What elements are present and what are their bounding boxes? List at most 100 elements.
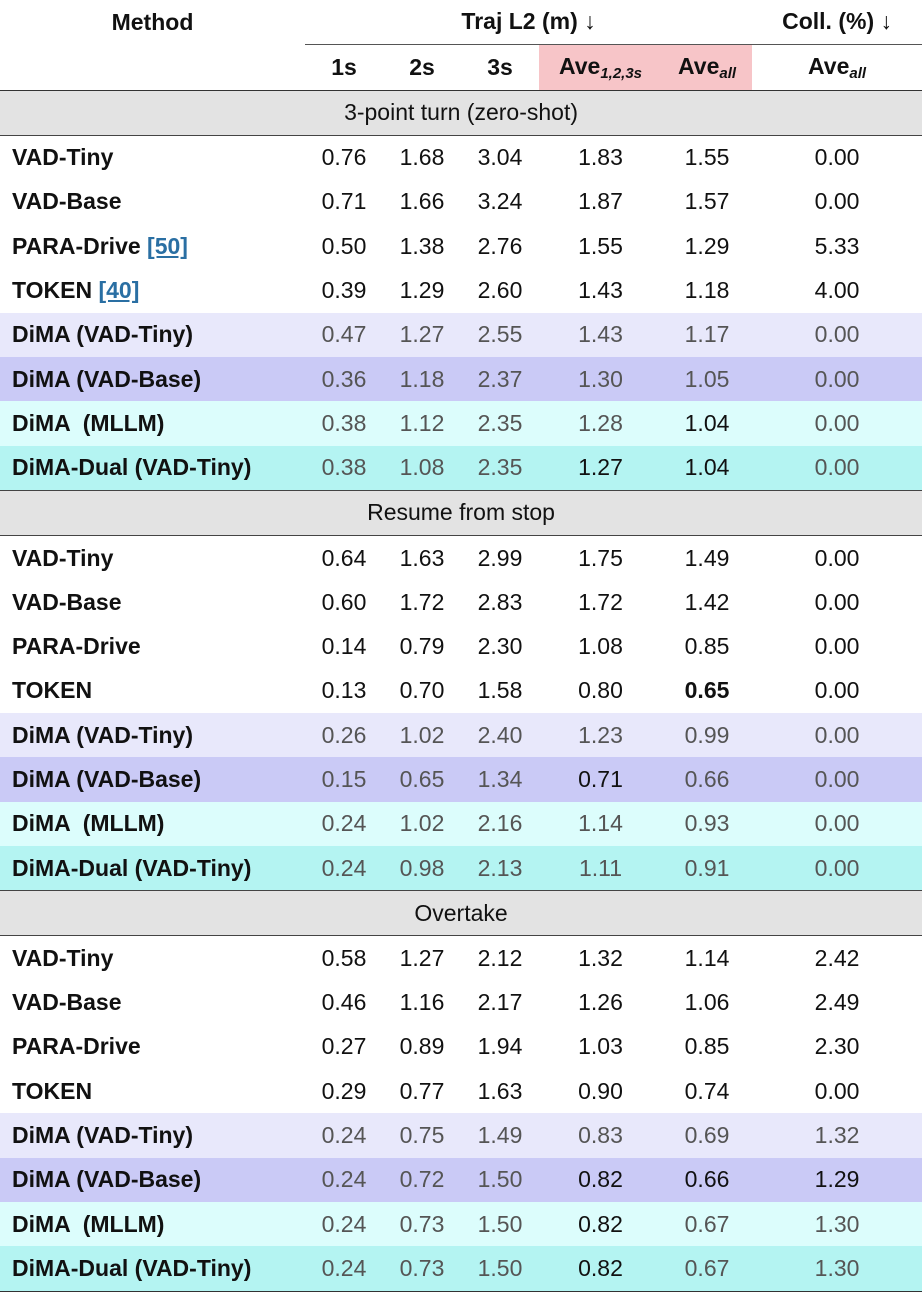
method-cell: DiMA (MLLM)	[0, 401, 305, 445]
method-cell: VAD-Base	[0, 180, 305, 224]
value-cell: 0.85	[684, 633, 730, 660]
value-cell: 0.00	[814, 188, 860, 215]
value-cell: 1.72	[399, 588, 445, 615]
value-cell: 1.58	[477, 677, 523, 704]
column-label: Ave	[678, 52, 720, 79]
column-header: Aveall	[752, 44, 922, 90]
value-cell: 0.76	[321, 144, 367, 171]
method-cell: PARA-Drive	[0, 624, 305, 668]
citation[interactable]: [50]	[147, 232, 188, 259]
value-cell: 1.63	[399, 544, 445, 571]
value-cell: 1.17	[684, 321, 730, 348]
method-name: VAD-Tiny	[12, 544, 114, 571]
data-row: PARA-Drive 0.14 0.79 2.30 1.08 0.85 0.00	[0, 624, 922, 668]
value-cell: 2.83	[477, 588, 523, 615]
value-cell: 0.89	[399, 1033, 445, 1060]
section-title: Resume from stop	[0, 489, 922, 536]
data-row: VAD-Tiny 0.64 1.63 2.99 1.75 1.49 0.00	[0, 535, 922, 580]
value-cell: 0.00	[814, 454, 860, 481]
method-name: DiMA (VAD-Base)	[12, 766, 202, 792]
column-header: Aveall	[662, 44, 753, 90]
value-cell: 1.32	[814, 1122, 860, 1149]
method-name: DiMA (VAD-Base)	[12, 365, 202, 392]
value-cell: 0.99	[684, 721, 730, 748]
data-row: TOKEN 0.29 0.77 1.63 0.90 0.74 0.00	[0, 1069, 922, 1113]
value-cell: 0.90	[578, 1077, 623, 1104]
value-cell: 1.72	[578, 588, 623, 615]
method-name: DiMA (VAD-Base)	[12, 1166, 202, 1193]
value-cell: 0.24	[321, 1122, 367, 1149]
method-cell: DiMA (VAD-Base)	[0, 757, 305, 801]
value-cell: 0.66	[684, 1166, 730, 1193]
citation[interactable]: [40]	[98, 277, 140, 304]
data-row: VAD-Base 0.71 1.66 3.24 1.87 1.57 0.00	[0, 180, 922, 224]
value-cell: 1.75	[578, 544, 623, 571]
data-row: DiMA (VAD-Base) 0.15 0.65 1.34 0.71 0.66 0.00	[0, 757, 922, 802]
column-header: 2s	[383, 44, 461, 90]
method-name: DiMA-Dual (VAD-Tiny)	[12, 454, 252, 481]
data-row: VAD-Tiny 0.76 1.68 3.04 1.83 1.55 0.00	[0, 135, 922, 180]
value-cell: 1.30	[752, 1246, 922, 1292]
method-name: DiMA (MLLM)	[12, 1210, 165, 1237]
value-cell: 0.71	[578, 766, 623, 792]
value-cell: 0.67	[684, 1210, 730, 1237]
value-cell: 0.60	[321, 588, 367, 615]
column-subscript: all	[719, 64, 737, 82]
value-cell: 1.27	[578, 454, 623, 481]
value-cell: 1.29	[399, 277, 445, 304]
value-cell: 1.87	[578, 188, 623, 215]
section-row: Resume from stop	[0, 489, 922, 536]
value-cell: 1.08	[578, 633, 623, 660]
value-cell: 0.00	[814, 144, 860, 171]
value-cell: 1.04	[684, 454, 730, 481]
value-cell: 0.00	[814, 721, 860, 748]
value-cell: 0.38	[321, 454, 367, 481]
method-cell: PARA-Drive	[0, 1025, 305, 1069]
value-cell: 0.66	[684, 766, 730, 792]
value-cell: 0.27	[321, 1033, 367, 1060]
value-cell: 2.30	[814, 1033, 860, 1060]
value-cell: 0.93	[684, 810, 730, 837]
method-name: VAD-Base	[12, 588, 122, 615]
value-cell: 1.03	[578, 1033, 623, 1060]
value-cell: 2.17	[477, 989, 523, 1016]
value-cell: 0.65	[684, 677, 730, 704]
data-row: DiMA (MLLM) 0.24 1.02 2.16 1.14 0.93 0.00	[0, 801, 922, 846]
data-row: VAD-Base 0.60 1.72 2.83 1.72 1.42 0.00	[0, 580, 922, 624]
value-cell: 0.24	[321, 810, 367, 837]
value-cell: 5.33	[814, 232, 860, 259]
section-title: Overtake	[0, 890, 922, 937]
method-name: TOKEN	[12, 1077, 93, 1104]
method-cell: DiMA (VAD-Base)	[0, 1158, 305, 1202]
method-name: DiMA (VAD-Tiny)	[12, 321, 194, 348]
value-cell: 1.49	[684, 544, 730, 571]
value-cell: 0.80	[578, 677, 623, 704]
method-cell: DiMA (VAD-Base)	[0, 357, 305, 401]
value-cell: 0.26	[321, 721, 367, 748]
column-header: 3s	[461, 44, 539, 90]
method-cell: DiMA-Dual (VAD-Tiny)	[0, 446, 305, 491]
value-cell: 0.24	[321, 1166, 367, 1193]
value-cell: 0.14	[321, 633, 367, 660]
data-row: PARA-Drive [50] 0.50 1.38 2.76 1.55 1.29 5.33	[0, 224, 922, 268]
blank	[0, 44, 305, 90]
method-cell: DiMA (VAD-Tiny)	[0, 1113, 305, 1157]
data-row: DiMA-Dual (VAD-Tiny) 0.24 0.98 2.13 1.11 0.91…	[0, 845, 922, 891]
data-row: DiMA (VAD-Tiny) 0.26 1.02 2.40 1.23 0.99 0.00	[0, 713, 922, 758]
data-row: DiMA-Dual (VAD-Tiny) 0.24 0.73 1.50 0.82 0.67…	[0, 1246, 922, 1292]
method-name: VAD-Base	[12, 188, 122, 215]
value-cell: 0.00	[814, 321, 860, 348]
column-label: 1s	[331, 53, 357, 80]
value-cell: 0.64	[321, 544, 367, 571]
method-header: Method	[111, 8, 194, 35]
value-cell: 1.49	[477, 1122, 523, 1149]
value-cell: 1.68	[399, 144, 445, 171]
method-name: TOKEN	[12, 277, 93, 304]
method-cell: TOKEN [40]	[0, 268, 305, 312]
value-cell: 0.58	[321, 944, 367, 971]
value-cell: 2.76	[477, 232, 523, 259]
data-row: DiMA (VAD-Tiny) 0.47 1.27 2.55 1.43 1.17 0.00	[0, 312, 922, 357]
value-cell: 1.42	[684, 588, 730, 615]
